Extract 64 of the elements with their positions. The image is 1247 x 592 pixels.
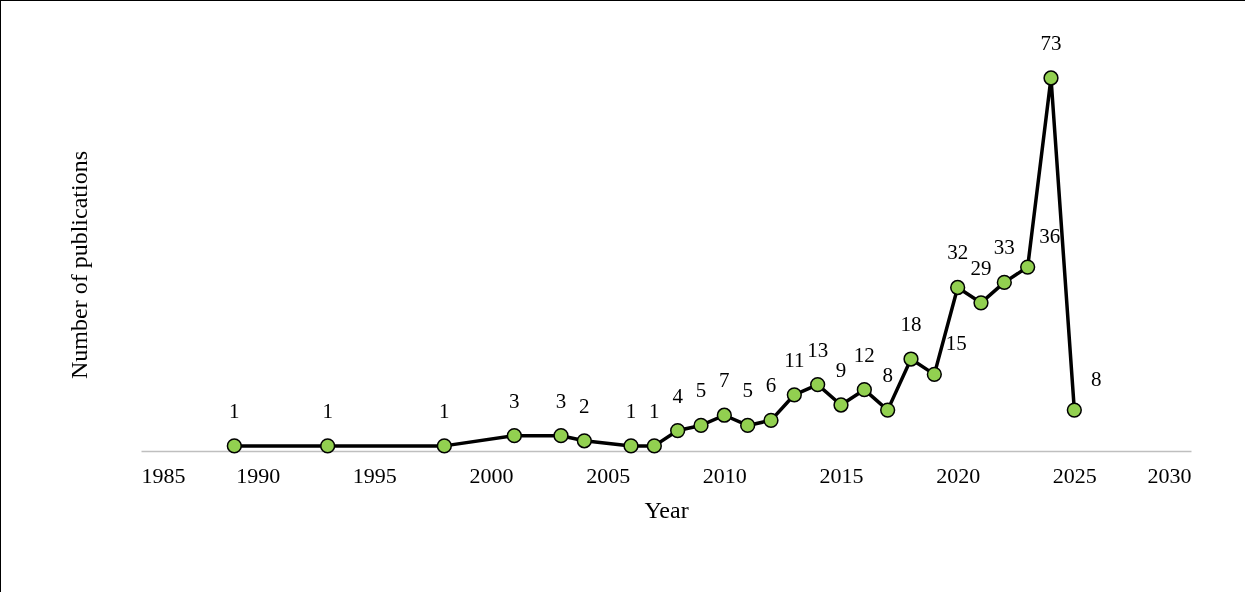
- data-label: 3: [509, 388, 520, 413]
- x-axis-title: Year: [644, 496, 689, 523]
- x-tick-label: 2030: [1147, 462, 1192, 488]
- data-label: 1: [439, 398, 450, 423]
- point: [506, 428, 522, 444]
- data-label: 18: [900, 312, 922, 337]
- data-label: 5: [742, 378, 753, 403]
- data-label: 6: [765, 373, 777, 398]
- data-label: 4: [672, 383, 684, 408]
- point: [973, 295, 989, 311]
- point: [1020, 259, 1036, 275]
- data-label: 15: [945, 331, 967, 356]
- point: [623, 438, 639, 454]
- data-label: 32: [947, 240, 969, 265]
- data-label: 12: [853, 342, 875, 367]
- point: [996, 274, 1012, 291]
- data-label: 2: [579, 393, 590, 418]
- data-label: 11: [784, 347, 805, 372]
- point: [320, 438, 336, 454]
- x-tick-label: 1985: [141, 462, 186, 488]
- point: [786, 387, 802, 403]
- point: [763, 412, 779, 428]
- point: [950, 279, 966, 296]
- x-tick-label: 2020: [936, 462, 981, 488]
- x-tick-label: 1995: [352, 462, 397, 488]
- x-tick-label: 2025: [1052, 462, 1097, 488]
- data-label: 5: [695, 378, 707, 403]
- data-label: 8: [1091, 367, 1102, 392]
- data-label: 1: [649, 398, 660, 423]
- data-label: 73: [1040, 31, 1062, 55]
- point: [1043, 70, 1059, 86]
- x-tick-label: 2015: [819, 462, 864, 488]
- point: [740, 417, 756, 434]
- point: [810, 376, 826, 393]
- data-label: 36: [1039, 224, 1061, 249]
- point: [880, 402, 896, 418]
- data-label: 13: [807, 337, 829, 362]
- point: [693, 417, 709, 434]
- point: [670, 422, 686, 439]
- point: [716, 407, 732, 423]
- data-label: 9: [835, 358, 847, 383]
- data-label: 7: [719, 368, 730, 393]
- point: [1066, 402, 1082, 418]
- point: [646, 438, 662, 454]
- x-tick-label: 1990: [236, 462, 281, 488]
- data-label: 3: [555, 388, 567, 413]
- data-label: 8: [882, 363, 893, 388]
- point: [926, 366, 942, 382]
- point: [903, 351, 919, 367]
- point: [576, 433, 592, 449]
- x-tick-label: 2005: [586, 462, 631, 488]
- data-label: 29: [970, 255, 992, 280]
- point: [553, 428, 569, 444]
- point: [833, 397, 849, 413]
- point: [436, 438, 452, 454]
- point: [856, 382, 872, 398]
- point: [226, 438, 242, 454]
- y-axis-title: Number of publications: [65, 151, 92, 379]
- data-label: 1: [229, 398, 240, 423]
- data-label: 1: [322, 398, 333, 423]
- data-label: 33: [993, 235, 1015, 260]
- data-label: 1: [625, 398, 637, 423]
- x-tick-label: 2000: [469, 462, 514, 488]
- x-tick-label: 2010: [702, 462, 747, 488]
